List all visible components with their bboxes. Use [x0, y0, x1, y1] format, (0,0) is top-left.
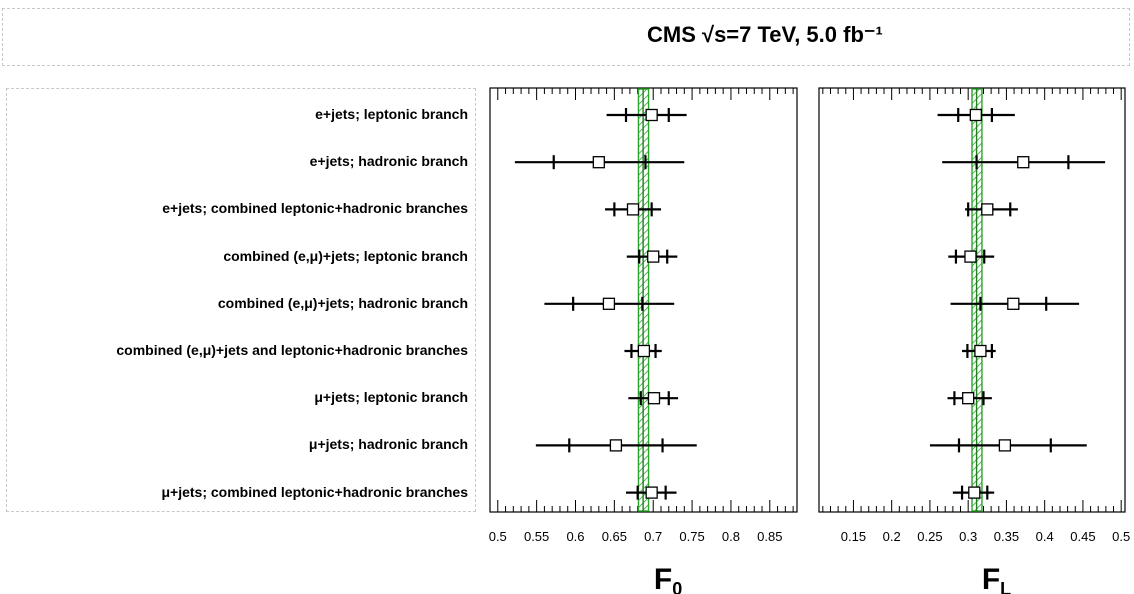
x-tick-label: 0.45	[1070, 529, 1095, 544]
data-point	[974, 344, 987, 358]
data-point	[602, 297, 616, 310]
data-point	[645, 108, 658, 122]
x-axis-title-main: F	[654, 563, 672, 594]
x-tick-label: 0.8	[722, 529, 740, 544]
data-point	[626, 203, 640, 216]
chart-title: CMS √s=7 TeV, 5.0 fb⁻¹	[647, 22, 883, 47]
row-label: combined (e,μ)+jets; leptonic branch	[223, 247, 468, 264]
title-box	[2, 8, 1130, 66]
x-tick-label: 0.4	[1036, 529, 1054, 544]
row-label: e+jets; leptonic branch	[315, 106, 468, 122]
row-labels-panel	[6, 88, 476, 512]
data-point	[981, 203, 994, 216]
x-tick-label: 0.2	[883, 529, 901, 544]
x-tick-label: 0.15	[841, 529, 866, 544]
x-axis-title: F0	[654, 563, 682, 594]
data-point	[647, 392, 661, 405]
data-point	[609, 439, 623, 452]
row-label: combined (e,μ)+jets and leptonic+hadroni…	[116, 342, 468, 358]
data-point	[637, 344, 651, 358]
data-point	[969, 108, 982, 122]
x-tick-label: 0.7	[644, 529, 662, 544]
data-point	[964, 250, 977, 263]
data-point	[645, 486, 658, 499]
x-tick-label: 0.75	[679, 529, 704, 544]
x-tick-label: 0.85	[757, 529, 782, 544]
data-point	[998, 439, 1012, 452]
row-label: combined (e,μ)+jets; hadronic branch	[217, 294, 468, 311]
data-point	[1017, 156, 1030, 169]
x-tick-label: 0.35	[994, 529, 1019, 544]
x-axis-title-sub: 0	[672, 579, 682, 594]
x-tick-label: 0.65	[602, 529, 627, 544]
data-point	[962, 392, 975, 405]
data-point	[592, 156, 605, 169]
row-label: μ+jets; leptonic branch	[314, 389, 468, 406]
x-tick-label: 0.5	[489, 529, 507, 544]
x-tick-label: 0.3	[959, 529, 977, 544]
x-axis-title-sub: L	[1000, 579, 1011, 594]
row-label: μ+jets; hadronic branch	[308, 436, 468, 453]
x-tick-label: 0.25	[917, 529, 942, 544]
x-tick-label: 0.55	[524, 529, 549, 544]
x-axis-title: FL	[982, 563, 1011, 594]
x-tick-label: 0.5	[1112, 529, 1130, 544]
row-label: e+jets; combined leptonic+hadronic branc…	[162, 200, 468, 217]
data-point	[968, 486, 981, 499]
data-point	[1007, 297, 1020, 310]
x-tick-label: 0.6	[566, 529, 584, 544]
row-label: e+jets; hadronic branch	[309, 153, 468, 170]
data-point	[647, 250, 660, 263]
x-axis-title-main: F	[982, 563, 1000, 594]
row-label: μ+jets; combined leptonic+hadronic branc…	[161, 483, 468, 500]
